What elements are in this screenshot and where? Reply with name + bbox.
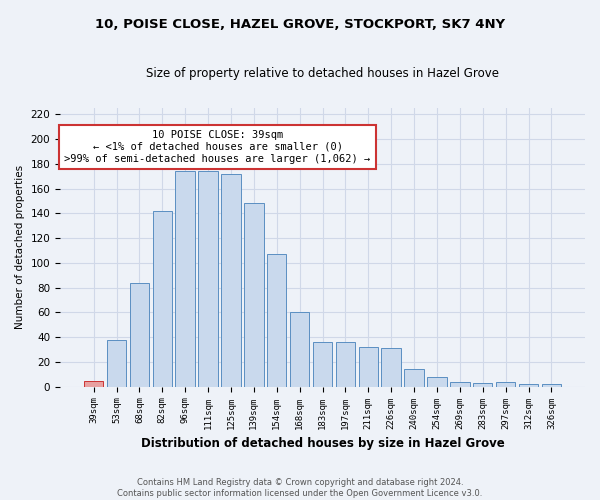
Bar — [496, 382, 515, 386]
Text: 10 POISE CLOSE: 39sqm
← <1% of detached houses are smaller (0)
>99% of semi-deta: 10 POISE CLOSE: 39sqm ← <1% of detached … — [64, 130, 371, 164]
Bar — [473, 383, 493, 386]
Bar — [335, 342, 355, 386]
Text: 10, POISE CLOSE, HAZEL GROVE, STOCKPORT, SK7 4NY: 10, POISE CLOSE, HAZEL GROVE, STOCKPORT,… — [95, 18, 505, 30]
Text: Contains HM Land Registry data © Crown copyright and database right 2024.
Contai: Contains HM Land Registry data © Crown c… — [118, 478, 482, 498]
Bar — [199, 171, 218, 386]
Bar — [542, 384, 561, 386]
Bar — [152, 211, 172, 386]
Bar — [404, 370, 424, 386]
Y-axis label: Number of detached properties: Number of detached properties — [15, 166, 25, 330]
Bar — [382, 348, 401, 387]
Bar — [130, 282, 149, 387]
Bar — [221, 174, 241, 386]
Bar — [427, 377, 446, 386]
Bar — [313, 342, 332, 386]
Bar — [267, 254, 286, 386]
Bar — [84, 380, 103, 386]
Title: Size of property relative to detached houses in Hazel Grove: Size of property relative to detached ho… — [146, 68, 499, 80]
Bar — [359, 347, 378, 387]
Bar — [244, 204, 263, 386]
Bar — [107, 340, 126, 386]
Bar — [175, 171, 195, 386]
Bar — [290, 312, 310, 386]
X-axis label: Distribution of detached houses by size in Hazel Grove: Distribution of detached houses by size … — [140, 437, 505, 450]
Bar — [519, 384, 538, 386]
Bar — [450, 382, 470, 386]
